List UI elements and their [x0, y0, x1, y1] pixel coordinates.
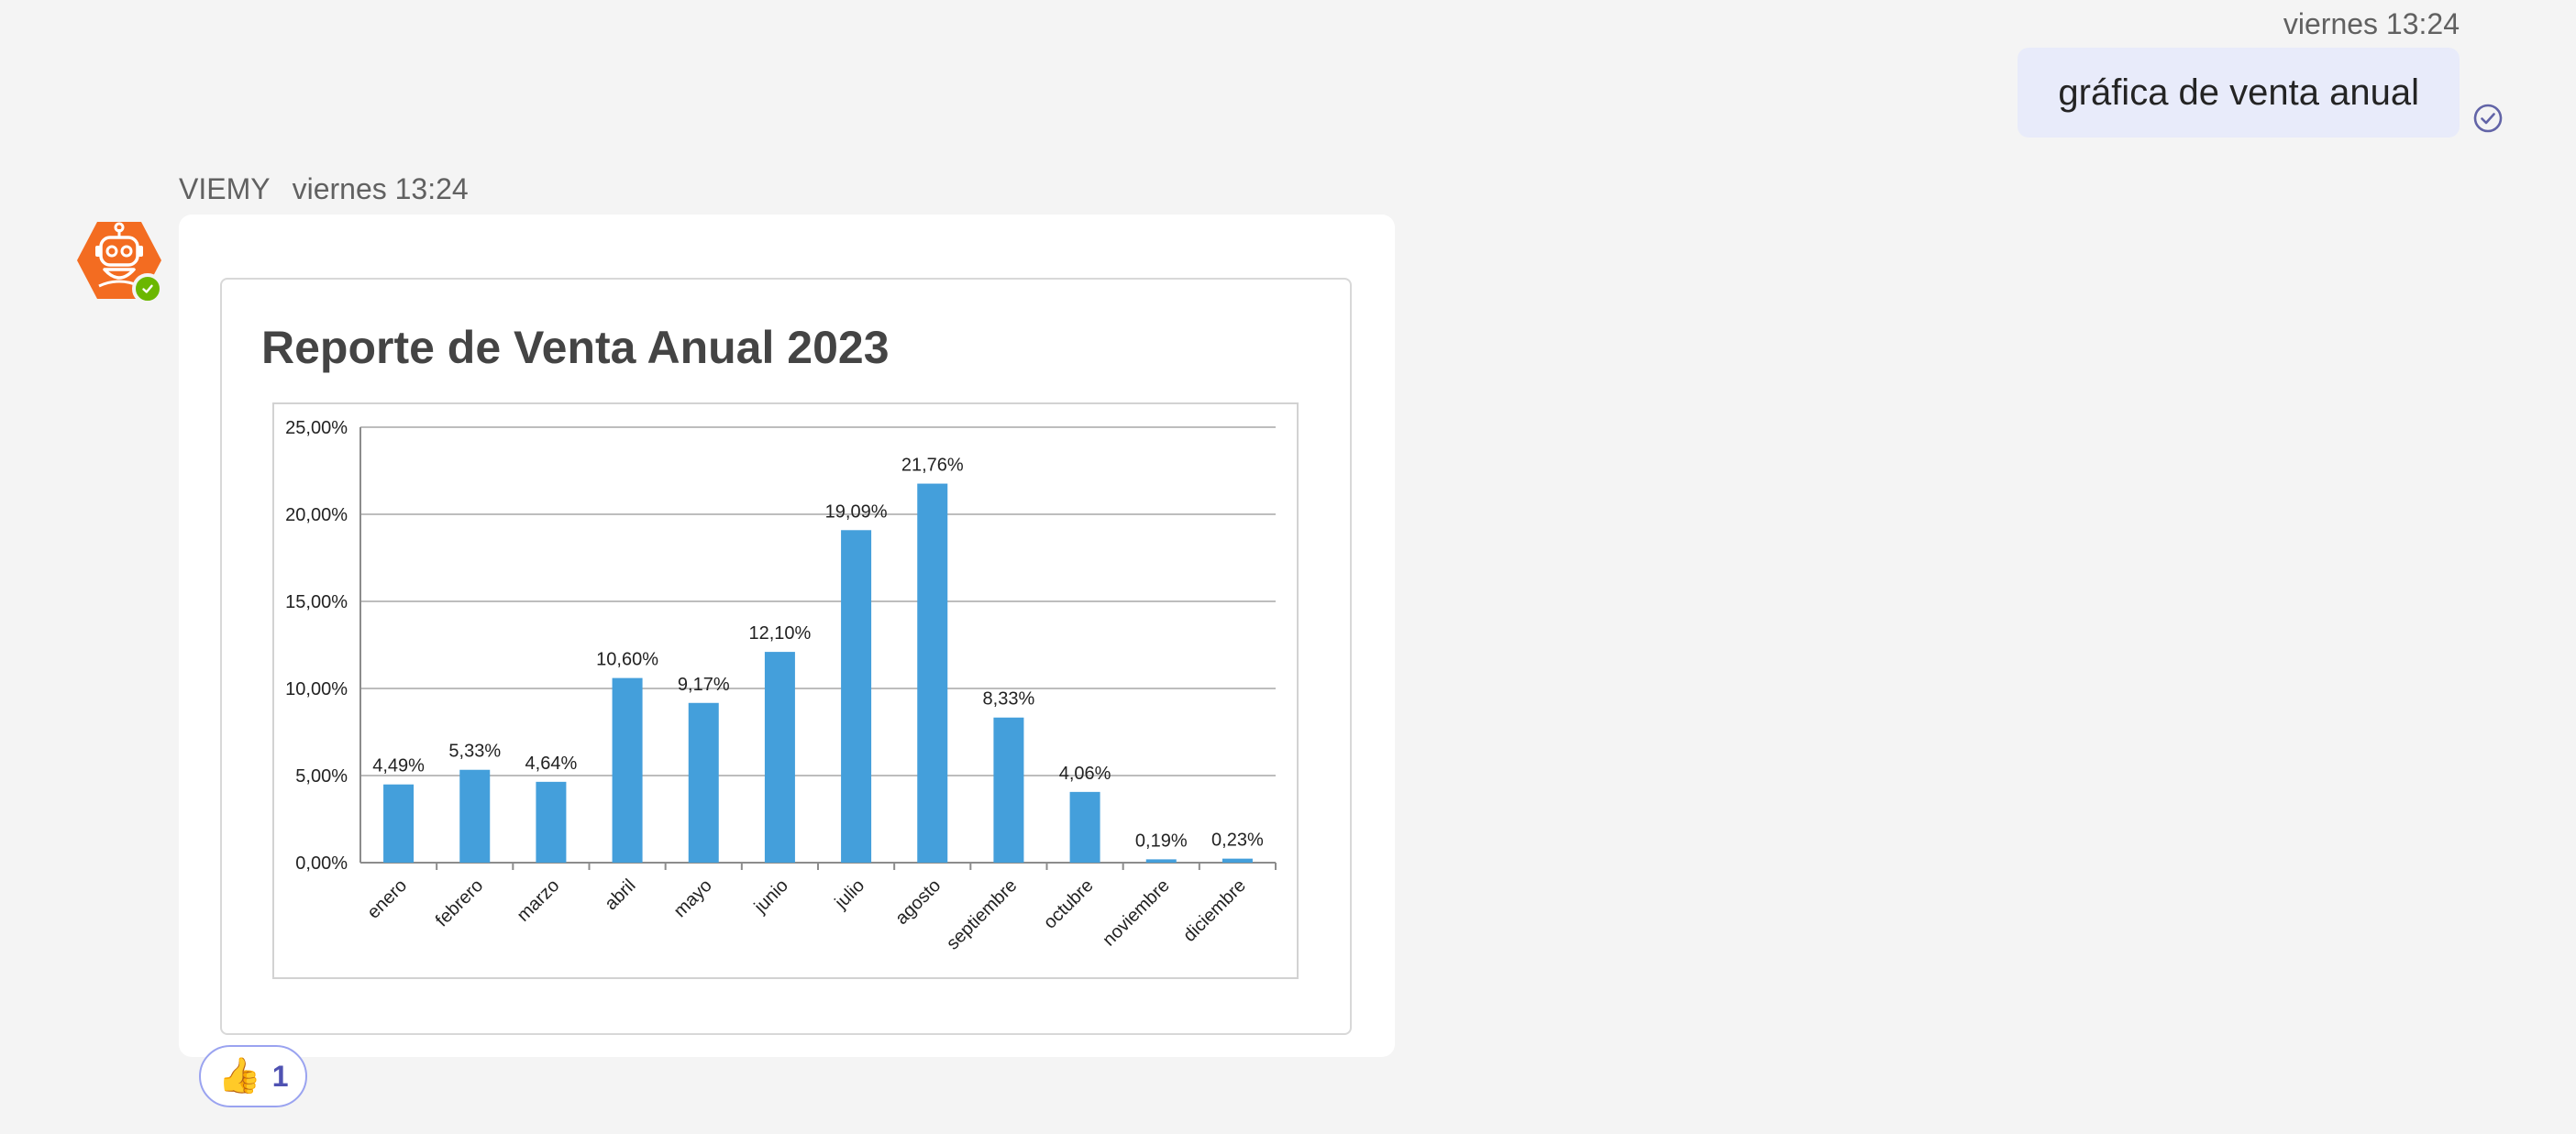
- y-tick-label: 0,00%: [295, 853, 348, 874]
- x-tick-label: septiembre: [943, 875, 1022, 954]
- x-tick-label: abril: [601, 875, 639, 914]
- thumbs-up-icon: 👍: [217, 1057, 261, 1095]
- y-tick-label: 5,00%: [295, 766, 348, 787]
- y-tick-label: 10,00%: [285, 679, 348, 699]
- x-tick-label: diciembre: [1179, 875, 1250, 946]
- data-label: 10,60%: [596, 650, 658, 670]
- data-label: 4,64%: [525, 754, 578, 774]
- bar: [383, 784, 415, 863]
- x-tick-label: noviembre: [1099, 875, 1174, 951]
- data-label: 19,09%: [825, 501, 888, 522]
- x-tick-label: febrero: [432, 875, 487, 930]
- data-label: 5,33%: [448, 742, 501, 762]
- data-label: 9,17%: [678, 675, 730, 695]
- presence-available-icon: [132, 273, 163, 304]
- data-label: 0,23%: [1211, 831, 1264, 851]
- reaction-like-button[interactable]: 👍 1: [199, 1045, 307, 1107]
- x-tick-label: marzo: [514, 875, 564, 926]
- data-label: 0,19%: [1135, 831, 1188, 851]
- outgoing-message-bubble[interactable]: gráfica de venta anual: [2018, 48, 2460, 138]
- bar: [993, 717, 1024, 863]
- x-tick-label: octubre: [1040, 875, 1098, 933]
- y-tick-label: 25,00%: [285, 418, 348, 438]
- bar: [1069, 791, 1100, 863]
- y-tick-label: 15,00%: [285, 592, 348, 612]
- bar: [917, 483, 948, 863]
- chart-title: Reporte de Venta Anual 2023: [261, 322, 890, 373]
- bar: [841, 530, 872, 863]
- x-tick-label: agosto: [891, 875, 945, 929]
- outgoing-timestamp: viernes 13:24: [2283, 7, 2460, 40]
- x-tick-label: enero: [363, 875, 411, 923]
- outgoing-message-text: gráfica de venta anual: [2058, 72, 2419, 113]
- read-receipt-icon: [2473, 104, 2503, 133]
- x-tick-label: junio: [750, 875, 792, 918]
- y-tick-label: 20,00%: [285, 505, 348, 525]
- bar: [536, 781, 567, 863]
- reaction-count: 1: [271, 1059, 289, 1093]
- data-label: 4,49%: [372, 756, 425, 776]
- data-label: 12,10%: [748, 623, 811, 644]
- data-label: 8,33%: [983, 689, 1035, 710]
- bar: [1145, 859, 1177, 863]
- incoming-message-header: VIEMY viernes 13:24: [179, 172, 469, 206]
- x-tick-label: mayo: [670, 875, 716, 921]
- x-tick-label: julio: [831, 875, 868, 913]
- data-label: 4,06%: [1059, 764, 1111, 784]
- incoming-timestamp: viernes 13:24: [292, 172, 469, 205]
- bar: [688, 702, 719, 863]
- bar: [459, 769, 491, 863]
- bar: [1222, 858, 1253, 863]
- data-label: 21,76%: [901, 456, 964, 476]
- bar: [612, 677, 643, 863]
- bar: [764, 652, 795, 863]
- sender-name: VIEMY: [179, 172, 271, 205]
